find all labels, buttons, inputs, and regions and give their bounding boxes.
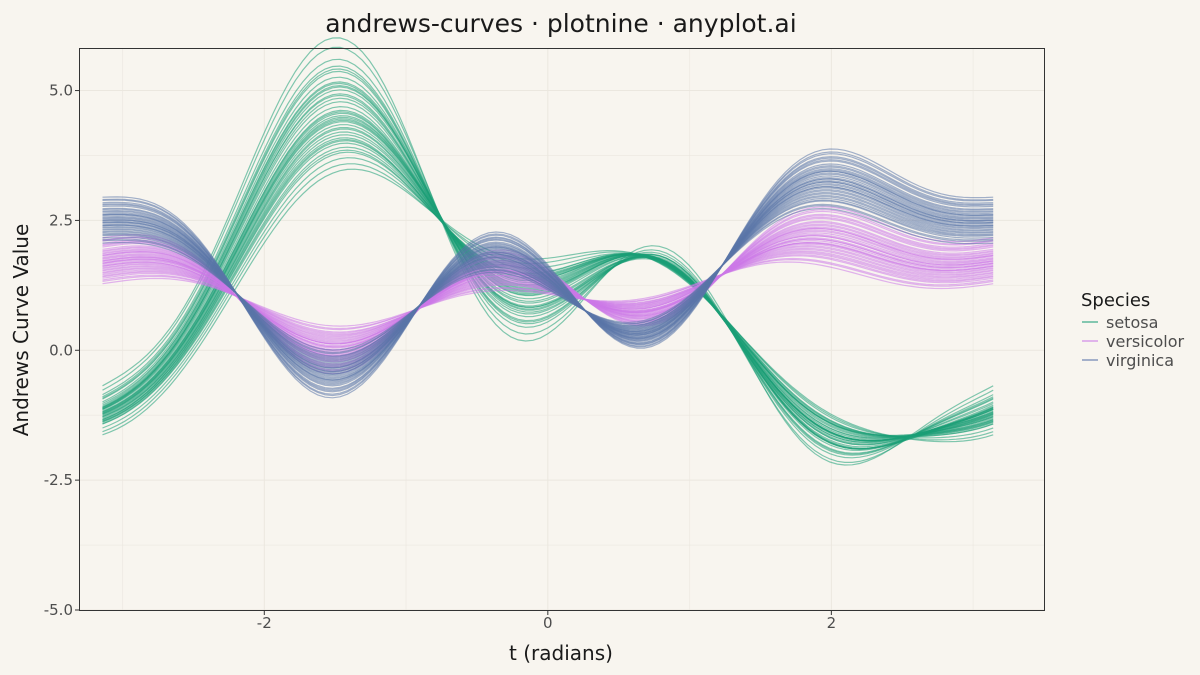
curve-setosa — [102, 109, 994, 444]
y-tick-label: -5.0 — [44, 601, 73, 619]
curve-setosa — [102, 58, 994, 459]
curve-setosa — [102, 168, 994, 443]
curve-setosa — [102, 37, 994, 466]
y-axis-title: Andrews Curve Value — [9, 224, 33, 437]
curve-virginica — [102, 199, 994, 358]
curve-virginica — [102, 157, 994, 392]
legend-label-virginica: virginica — [1106, 351, 1174, 370]
y-tick-label: -2.5 — [44, 471, 73, 489]
y-tick-label: 2.5 — [49, 211, 73, 229]
curve-virginica — [102, 153, 994, 395]
series-virginica — [102, 148, 994, 399]
curve-setosa — [102, 68, 994, 455]
curve-setosa — [102, 70, 994, 454]
y-tick-label: 5.0 — [49, 82, 73, 100]
x-tick-label: -2 — [257, 614, 272, 632]
panel-border — [79, 48, 1045, 611]
x-axis-title: t (radians) — [509, 641, 613, 665]
curve-virginica — [102, 186, 994, 369]
curve-setosa — [102, 101, 994, 445]
x-tick-label: 0 — [543, 614, 553, 632]
curve-setosa — [102, 97, 994, 446]
y-axis: 5.0 2.5 0.0 -2.5 -5.0 — [44, 82, 80, 619]
legend-label-versicolor: versicolor — [1106, 332, 1184, 351]
chart-title: andrews-curves · plotnine · anyplot.ai — [325, 9, 796, 38]
curve-setosa — [102, 163, 994, 441]
y-tick-label: 0.0 — [49, 341, 73, 359]
curve-setosa — [102, 46, 994, 463]
curve-virginica — [102, 170, 994, 381]
curve-setosa — [102, 93, 994, 448]
x-tick-label: 2 — [827, 614, 837, 632]
curves — [102, 37, 994, 466]
curve-setosa — [102, 65, 994, 456]
x-axis: -2 0 2 — [257, 610, 836, 632]
legend-label-setosa: setosa — [1106, 313, 1158, 332]
curve-setosa — [102, 84, 994, 450]
curve-virginica — [102, 203, 994, 355]
legend-title: Species — [1081, 290, 1150, 311]
curve-setosa — [102, 76, 994, 452]
